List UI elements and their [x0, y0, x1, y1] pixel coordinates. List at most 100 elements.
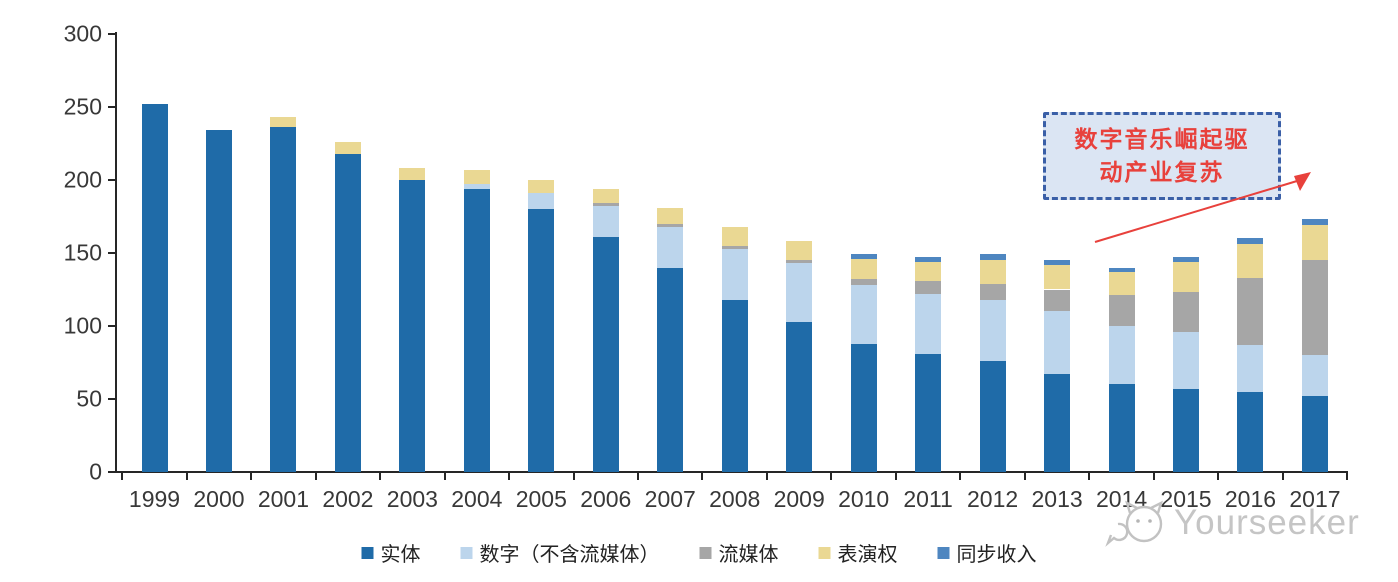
y-tick — [108, 33, 116, 35]
bar-segment-2006 — [592, 188, 619, 204]
bar-segment-2010 — [850, 254, 877, 259]
y-tick — [108, 325, 116, 327]
bar-segment-2010 — [850, 343, 877, 472]
bar-segment-2013 — [1044, 311, 1071, 375]
bar-segment-2004 — [463, 188, 490, 472]
bar-segment-2012 — [979, 254, 1006, 261]
bar-segment-2013 — [1044, 264, 1071, 290]
legend-item: 同步收入 — [937, 538, 1037, 567]
bar-segment-2016 — [1237, 277, 1264, 345]
y-tick-label: 100 — [63, 312, 102, 339]
bar-segment-2017 — [1301, 355, 1328, 397]
y-tick-label: 200 — [63, 166, 102, 193]
legend-swatch-icon — [699, 546, 712, 559]
bar-segment-2008 — [721, 248, 748, 300]
x-axis-label: 1999 — [128, 486, 181, 512]
bar-segment-2017 — [1301, 396, 1328, 472]
bar-segment-2015 — [1173, 292, 1200, 332]
x-axis-label: 2003 — [386, 486, 438, 512]
x-tick — [185, 473, 188, 480]
y-tick-label: 50 — [76, 385, 102, 412]
bar-segment-2017 — [1301, 225, 1328, 261]
bar-segment-2009 — [786, 321, 813, 472]
x-axis — [115, 471, 1348, 473]
x-tick — [250, 473, 253, 480]
legend-label: 数字（不含流媒体） — [479, 544, 660, 566]
x-tick — [830, 473, 833, 480]
bar-segment-2007 — [657, 207, 684, 224]
bar-segment-2011 — [915, 280, 942, 294]
bar-segment-2012 — [979, 283, 1006, 300]
y-tick — [108, 398, 116, 400]
bar-segment-2009 — [786, 260, 813, 264]
bar-segment-2015 — [1173, 331, 1200, 389]
bar-segment-2016 — [1237, 238, 1264, 245]
bar-segment-2008 — [721, 226, 748, 246]
bar-segment-2012 — [979, 299, 1006, 362]
legend-label: 实体 — [380, 544, 421, 566]
bar-segment-2003 — [399, 168, 426, 180]
bar-segment-2009 — [786, 241, 813, 261]
x-axis-label: 2006 — [580, 486, 632, 512]
bar-segment-2005 — [528, 180, 555, 194]
bar-segment-2015 — [1173, 261, 1200, 293]
bar-segment-2016 — [1237, 344, 1264, 392]
x-axis-label: 2017 — [1289, 486, 1341, 512]
x-tick — [314, 473, 317, 480]
bar-segment-2016 — [1237, 391, 1264, 472]
y-tick — [108, 106, 116, 108]
bar-segment-2014 — [1108, 271, 1135, 296]
x-tick — [1217, 473, 1220, 480]
x-axis-label: 2008 — [709, 486, 761, 512]
legend-item: 实体 — [361, 538, 421, 567]
y-tick — [108, 179, 116, 181]
annotation-text-line1: 数字音乐崛起驱 — [1074, 127, 1250, 152]
bar-segment-2014 — [1108, 326, 1135, 385]
x-tick — [1023, 473, 1026, 480]
bar-segment-2004 — [463, 184, 490, 189]
x-tick — [765, 473, 768, 480]
bar-segment-2013 — [1044, 289, 1071, 312]
x-tick — [1152, 473, 1155, 480]
bar-segment-2011 — [915, 293, 942, 354]
y-tick-label: 0 — [89, 458, 102, 485]
bar-segment-2013 — [1044, 374, 1071, 472]
bar-segment-2010 — [850, 258, 877, 280]
x-tick — [121, 473, 124, 480]
bar-segment-2006 — [592, 236, 619, 472]
x-axis-label: 2002 — [322, 486, 374, 512]
bar-segment-2010 — [850, 285, 877, 344]
x-axis-label: 2004 — [451, 486, 503, 512]
bar-segment-2001 — [270, 117, 297, 128]
bar-segment-2011 — [915, 257, 942, 262]
x-tick — [1281, 473, 1284, 480]
bar-segment-2006 — [592, 203, 619, 207]
bar-segment-2014 — [1108, 267, 1135, 272]
bar-segment-2011 — [915, 353, 942, 472]
y-tick-label: 300 — [63, 20, 102, 47]
legend-swatch-icon — [937, 546, 950, 559]
bar-segment-1999 — [141, 104, 168, 472]
bar-segment-2000 — [205, 130, 232, 472]
x-tick — [701, 473, 704, 480]
bar-segment-2003 — [399, 180, 426, 472]
legend-item: 数字（不含流媒体） — [460, 538, 660, 567]
x-axis-label: 2016 — [1224, 486, 1277, 512]
legend-item: 表演权 — [818, 538, 898, 567]
x-axis-label: 2009 — [773, 486, 825, 512]
y-tick-label: 150 — [63, 239, 102, 266]
x-tick — [1346, 473, 1349, 480]
bar-segment-2014 — [1108, 295, 1135, 326]
x-tick — [443, 473, 446, 480]
bar-segment-2005 — [528, 209, 555, 472]
annotation-text-line2: 动产业复苏 — [1099, 160, 1225, 185]
legend-label: 表演权 — [837, 544, 898, 566]
bar-segment-2002 — [334, 153, 361, 472]
bar-segment-2007 — [657, 223, 684, 227]
x-axis-label: 2000 — [193, 486, 245, 512]
x-axis-label: 2007 — [644, 486, 696, 512]
bar-segment-2015 — [1173, 257, 1200, 262]
x-tick — [637, 473, 640, 480]
bar-segment-2017 — [1301, 260, 1328, 356]
bar-segment-2005 — [528, 193, 555, 210]
